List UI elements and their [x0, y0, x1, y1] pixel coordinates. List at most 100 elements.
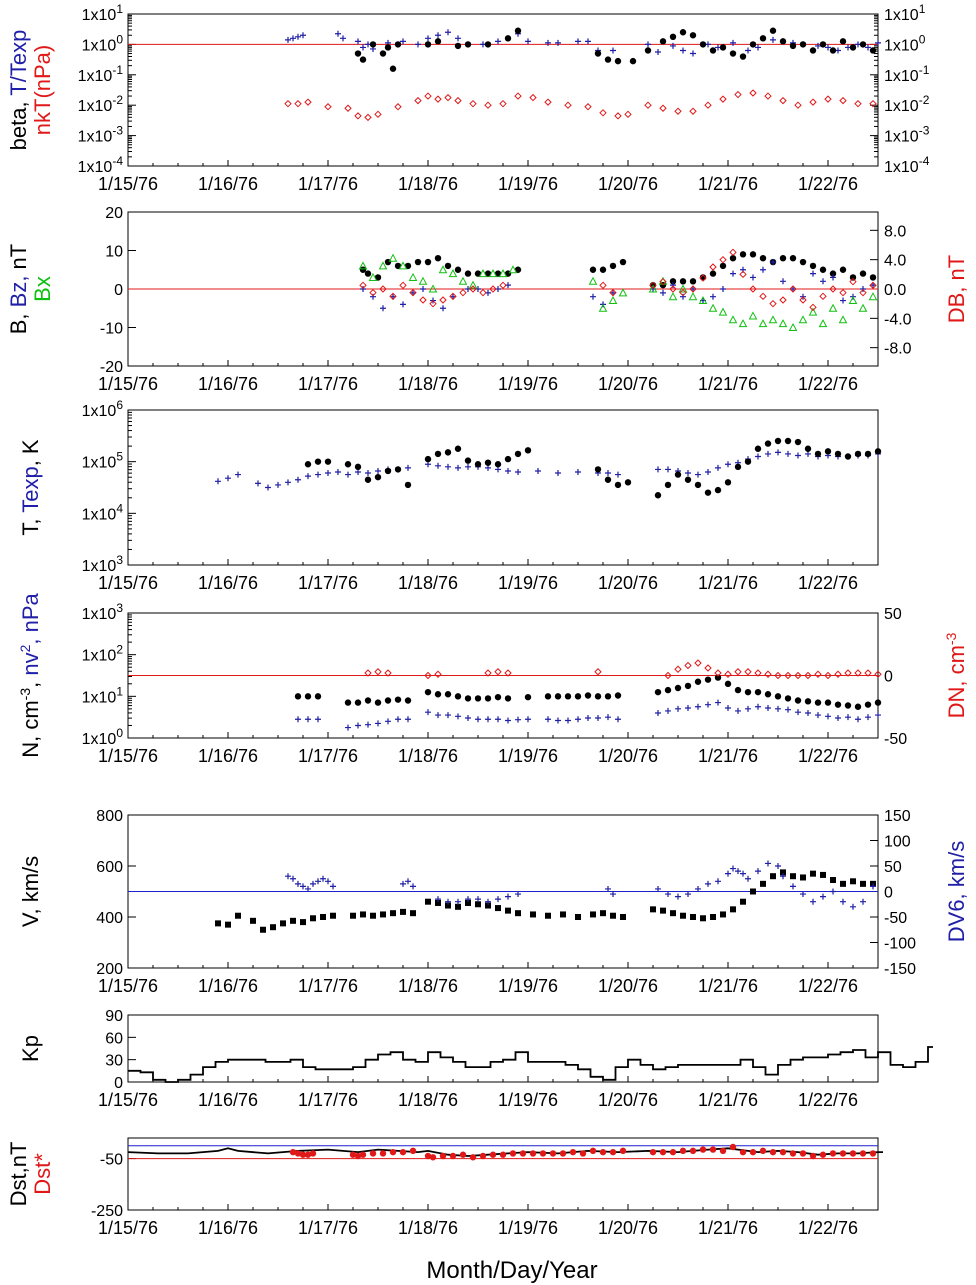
data-point-black	[674, 684, 682, 692]
data-point-black	[719, 44, 727, 51]
y-tick-label-right: 0	[884, 669, 893, 686]
x-tick-label: 1/21/76	[698, 1218, 758, 1238]
data-point-blue	[845, 714, 851, 721]
data-point-blue	[665, 891, 671, 898]
y-tick-label: 800	[96, 808, 123, 825]
data-point-blue	[860, 898, 866, 905]
data-point-blue	[475, 716, 481, 723]
data-point-blue	[780, 278, 786, 285]
data-point-red	[504, 669, 512, 677]
data-point-red	[719, 255, 727, 264]
data-point-blue	[775, 449, 781, 456]
x-tick-label: 1/18/76	[398, 746, 458, 766]
data-point-blue	[300, 32, 306, 39]
data-point-black	[694, 678, 702, 685]
data-point-red	[789, 1150, 797, 1157]
data-point-green	[418, 276, 428, 285]
y-axis-title: T, Texp, K	[18, 439, 43, 536]
y-tick-label-right: 0.0	[884, 282, 906, 299]
data-point-blue	[455, 898, 461, 905]
panel-beta: 1/15/76 1/16/76 1/17/76 1/18/76 1/19/76 1/20/…	[6, 2, 930, 194]
data-point-blue	[735, 868, 741, 875]
data-point-red	[839, 1150, 847, 1157]
x-tick-label: 1/20/76	[598, 976, 658, 996]
data-point-blue	[465, 715, 471, 721]
data-point-black	[394, 41, 402, 48]
data-point-black	[710, 914, 716, 920]
data-point-black	[454, 445, 462, 452]
data-point-black	[790, 873, 796, 880]
data-point-red	[869, 1150, 877, 1157]
data-point-red	[544, 98, 552, 106]
data-point-red	[769, 299, 777, 308]
data-point-blue	[285, 36, 291, 43]
data-point-red	[669, 1148, 677, 1156]
data-point-blue	[610, 289, 616, 296]
data-point-black	[789, 255, 797, 262]
data-point-red	[869, 281, 877, 290]
data-point-black	[829, 270, 837, 277]
data-point-blue	[440, 305, 446, 312]
y-tick-label-right: 1x100	[884, 32, 926, 54]
data-point-blue	[665, 707, 671, 714]
data-point-blue	[305, 885, 311, 892]
data-point-black	[834, 701, 842, 708]
data-point-black	[650, 906, 656, 913]
data-point-red	[834, 670, 842, 678]
data-point-blue	[785, 706, 791, 713]
data-point-black	[390, 910, 396, 917]
data-point-blue	[835, 715, 841, 721]
data-point-black	[374, 274, 382, 281]
data-point-blue	[445, 898, 451, 905]
data-point-black	[804, 698, 812, 705]
data-point-blue	[875, 39, 881, 46]
y-tick-label: 1x100	[82, 32, 124, 54]
data-point-black	[404, 697, 412, 704]
data-point-red	[809, 303, 817, 312]
y-tick-label: 1x106	[82, 398, 124, 420]
panel-dst: 1/15/76 1/16/76 1/17/76 1/18/76 1/19/76 1/20/…	[6, 1137, 883, 1238]
data-point-black	[485, 902, 491, 909]
data-point-black	[844, 453, 852, 460]
data-point-blue	[455, 464, 461, 471]
data-point-black	[530, 911, 536, 918]
data-point-blue	[485, 898, 491, 905]
data-point-blue	[290, 875, 296, 882]
series-line-black	[128, 1046, 933, 1083]
data-point-black	[424, 455, 432, 463]
y-tick-label: 20	[105, 205, 123, 222]
data-point-blue	[415, 41, 421, 48]
data-point-red	[309, 1150, 317, 1157]
data-point-red	[709, 263, 717, 271]
data-point-red	[819, 292, 827, 301]
data-point-black	[434, 255, 442, 262]
data-point-blue	[685, 705, 691, 711]
data-point-blue	[355, 38, 361, 45]
data-point-red	[344, 104, 352, 112]
data-point-blue	[290, 35, 296, 42]
data-point-blue	[410, 289, 416, 296]
data-point-red	[569, 1148, 577, 1156]
panel-density: 1/15/76 1/16/76 1/17/76 1/18/76 1/19/76 1/20/…	[17, 592, 969, 766]
x-tick-label: 1/16/76	[198, 976, 258, 996]
data-point-blue	[405, 716, 411, 723]
data-point-red	[809, 1152, 817, 1160]
data-point-black	[444, 262, 452, 270]
data-point-black	[809, 262, 817, 270]
data-point-green	[438, 265, 448, 274]
y-tick-label: -10	[100, 321, 123, 338]
x-tick-label: 1/16/76	[198, 1090, 258, 1110]
data-point-blue	[595, 715, 601, 721]
data-point-black	[604, 56, 612, 63]
data-point-green	[728, 315, 738, 324]
data-point-black	[514, 450, 522, 458]
x-tick-label: 1/20/76	[598, 1090, 658, 1110]
data-point-red	[829, 1150, 837, 1157]
data-point-blue	[745, 875, 751, 882]
data-point-red	[659, 104, 667, 112]
data-point-blue	[775, 863, 781, 869]
data-point-black	[869, 274, 877, 281]
data-point-red	[369, 288, 377, 297]
data-point-red	[619, 1147, 627, 1155]
data-point-black	[225, 921, 231, 928]
